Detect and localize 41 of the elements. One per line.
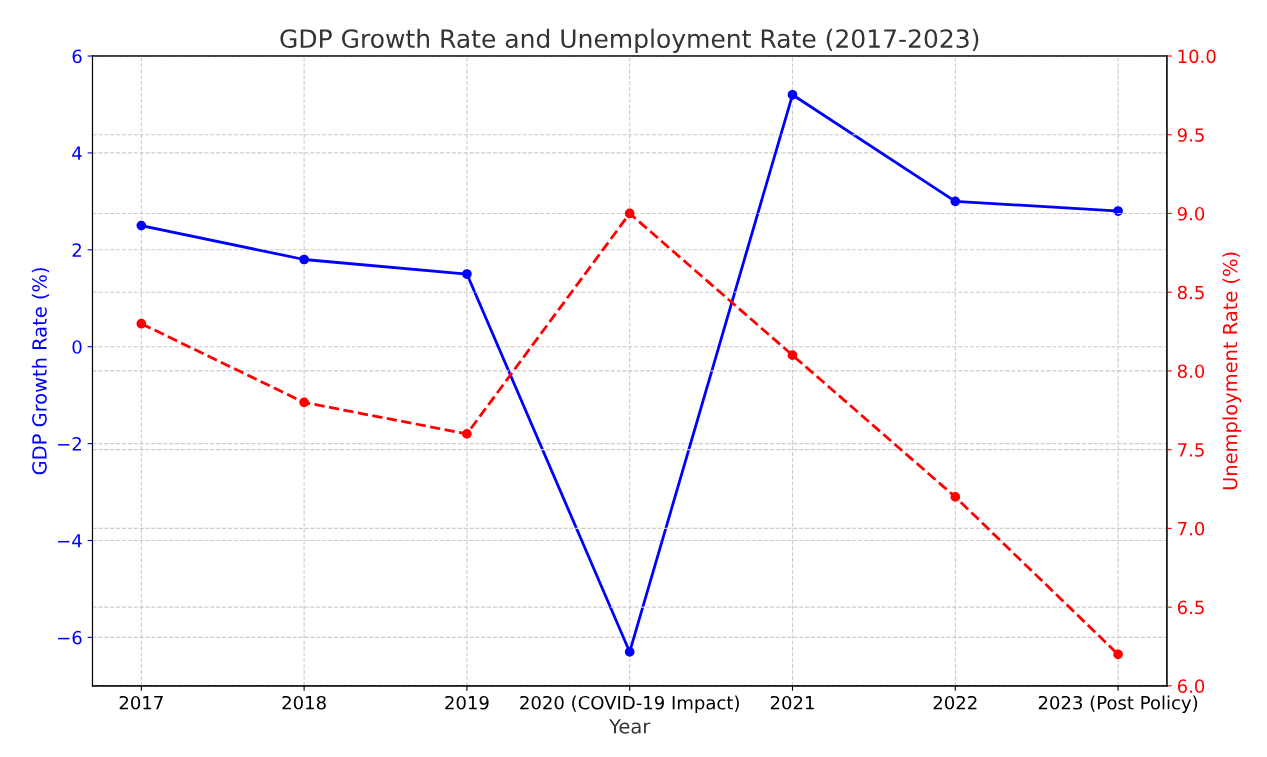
point bbox=[624, 647, 635, 657]
y2-tick-label: 9.5 bbox=[1177, 128, 1204, 142]
y2-tick-label: 8.5 bbox=[1177, 285, 1204, 300]
y-tick-label: 4 bbox=[72, 146, 82, 160]
y-tick-label: 6 bbox=[72, 49, 82, 64]
y-tick-label: 0 bbox=[72, 340, 82, 354]
point bbox=[299, 397, 309, 408]
y2-tick-label: 7.5 bbox=[1178, 443, 1204, 457]
y2-tick-label: 7.0 bbox=[1178, 521, 1205, 536]
y-tick-label: 2 bbox=[72, 243, 81, 257]
x-axis-title: Year bbox=[609, 719, 651, 734]
x-tick-label: 2022 bbox=[933, 695, 977, 710]
y2-tick-label: 6.0 bbox=[1177, 679, 1205, 693]
point bbox=[1113, 206, 1123, 216]
point bbox=[950, 492, 961, 502]
x-tick-label: 2023 (Post Policy) bbox=[1038, 695, 1198, 714]
x-tick-label: 2018 bbox=[282, 695, 326, 710]
y2-tick-label: 10.0 bbox=[1178, 49, 1216, 64]
y2-axis-title: Unemployment Rate (%) bbox=[1222, 252, 1242, 490]
point bbox=[624, 208, 635, 219]
chart-title: GDP Growth Rate and Unemployment Rate (2017-2023) bbox=[280, 28, 979, 53]
y-axis-title: GDP Growth Rate (%) bbox=[31, 268, 50, 475]
y2-tick-label: 9.0 bbox=[1177, 206, 1205, 221]
point bbox=[1113, 649, 1123, 660]
point bbox=[136, 220, 147, 231]
x-tick-label: 2020 (COVID-19 Impact) bbox=[520, 695, 739, 714]
x-tick-label: 2019 bbox=[445, 695, 489, 710]
x-tick-label: 2017 bbox=[119, 695, 163, 710]
point bbox=[136, 318, 147, 329]
y2-tick-label: 8.0 bbox=[1177, 364, 1205, 379]
x-tick-label: 2021 bbox=[770, 695, 814, 710]
point bbox=[462, 269, 472, 279]
point bbox=[299, 254, 309, 265]
y-tick-label: −6 bbox=[58, 630, 82, 645]
point bbox=[787, 350, 798, 361]
point bbox=[462, 429, 472, 439]
y-tick-label: −2 bbox=[58, 437, 81, 451]
point bbox=[950, 196, 961, 207]
point bbox=[787, 89, 798, 100]
y-tick-label: −4 bbox=[58, 534, 82, 548]
y2-tick-label: 6.5 bbox=[1177, 600, 1204, 615]
